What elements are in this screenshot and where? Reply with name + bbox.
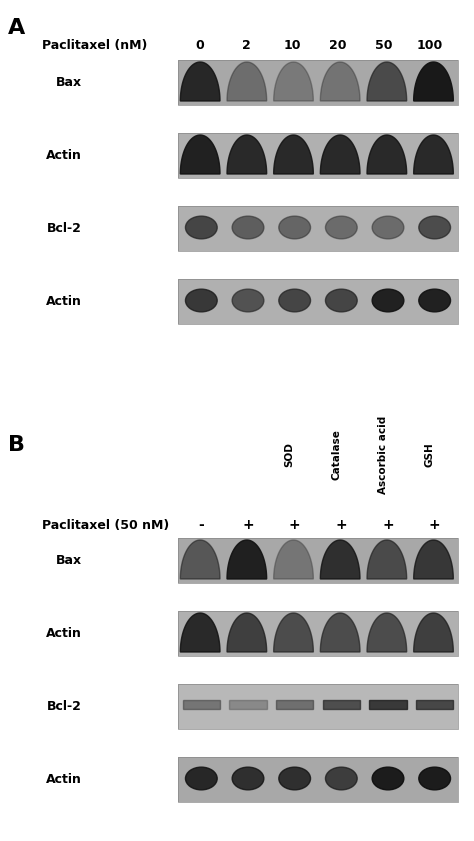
Polygon shape	[367, 613, 407, 652]
Polygon shape	[414, 135, 453, 174]
Polygon shape	[414, 62, 453, 101]
Ellipse shape	[279, 216, 310, 239]
Ellipse shape	[326, 289, 357, 312]
Polygon shape	[180, 135, 220, 174]
Bar	[276, 701, 313, 709]
Polygon shape	[414, 540, 453, 579]
Ellipse shape	[372, 289, 404, 312]
Polygon shape	[227, 540, 267, 579]
Ellipse shape	[279, 767, 310, 790]
Text: Actin: Actin	[46, 773, 82, 786]
Polygon shape	[227, 62, 267, 101]
Text: Ascorbic acid: Ascorbic acid	[378, 416, 388, 495]
Bar	[178, 206, 458, 251]
Bar	[178, 757, 458, 802]
Text: Actin: Actin	[46, 627, 82, 640]
Ellipse shape	[419, 767, 450, 790]
Ellipse shape	[372, 216, 404, 239]
Text: Actin: Actin	[46, 149, 82, 162]
Bar	[178, 279, 458, 324]
Text: +: +	[336, 518, 347, 532]
Ellipse shape	[279, 289, 310, 312]
Text: Bcl-2: Bcl-2	[47, 700, 82, 713]
Ellipse shape	[185, 767, 217, 790]
Ellipse shape	[326, 767, 357, 790]
Bar	[178, 279, 458, 324]
Text: 10: 10	[283, 39, 301, 51]
Polygon shape	[180, 62, 220, 101]
Text: 100: 100	[417, 39, 443, 51]
Text: 50: 50	[375, 39, 393, 51]
Bar	[178, 757, 458, 802]
Text: +: +	[242, 518, 254, 532]
Polygon shape	[320, 613, 360, 652]
Polygon shape	[273, 540, 313, 579]
Polygon shape	[180, 540, 220, 579]
Polygon shape	[273, 62, 313, 101]
Text: SOD: SOD	[285, 442, 295, 468]
Text: +: +	[382, 518, 394, 532]
Text: +: +	[429, 518, 440, 532]
Ellipse shape	[232, 289, 264, 312]
Bar	[178, 133, 458, 178]
Polygon shape	[414, 613, 453, 652]
Polygon shape	[180, 613, 220, 652]
Bar	[178, 60, 458, 105]
Text: A: A	[8, 18, 25, 38]
Text: Catalase: Catalase	[331, 430, 341, 480]
Ellipse shape	[372, 767, 404, 790]
Bar	[178, 133, 458, 178]
Polygon shape	[320, 540, 360, 579]
Ellipse shape	[185, 216, 217, 239]
Ellipse shape	[419, 216, 450, 239]
Text: Bax: Bax	[56, 76, 82, 89]
Text: 2: 2	[242, 39, 250, 51]
Bar	[178, 60, 458, 105]
Ellipse shape	[326, 216, 357, 239]
Ellipse shape	[419, 289, 450, 312]
Text: Bcl-2: Bcl-2	[47, 222, 82, 235]
Polygon shape	[273, 135, 313, 174]
Bar	[178, 684, 458, 729]
Bar	[416, 701, 453, 709]
Polygon shape	[227, 613, 267, 652]
Text: -: -	[199, 518, 204, 532]
Polygon shape	[367, 540, 407, 579]
Bar	[178, 611, 458, 656]
Text: +: +	[289, 518, 301, 532]
Text: GSH: GSH	[425, 442, 435, 468]
Text: 20: 20	[329, 39, 347, 51]
Text: 0: 0	[196, 39, 204, 51]
Text: Actin: Actin	[46, 295, 82, 308]
Polygon shape	[227, 135, 267, 174]
Text: Paclitaxel (50 nM): Paclitaxel (50 nM)	[42, 519, 169, 532]
Bar	[323, 701, 360, 709]
Ellipse shape	[232, 216, 264, 239]
Polygon shape	[320, 135, 360, 174]
Ellipse shape	[185, 289, 217, 312]
Bar	[178, 611, 458, 656]
Polygon shape	[367, 62, 407, 101]
Bar	[178, 538, 458, 583]
Polygon shape	[273, 613, 313, 652]
Bar	[178, 538, 458, 583]
Polygon shape	[367, 135, 407, 174]
Bar	[229, 701, 267, 709]
Bar	[182, 701, 220, 709]
Bar	[178, 684, 458, 729]
Text: Paclitaxel (nM): Paclitaxel (nM)	[42, 39, 147, 51]
Text: Bax: Bax	[56, 554, 82, 567]
Text: B: B	[8, 435, 25, 455]
Bar	[369, 701, 407, 709]
Bar	[178, 206, 458, 251]
Ellipse shape	[232, 767, 264, 790]
Polygon shape	[320, 62, 360, 101]
